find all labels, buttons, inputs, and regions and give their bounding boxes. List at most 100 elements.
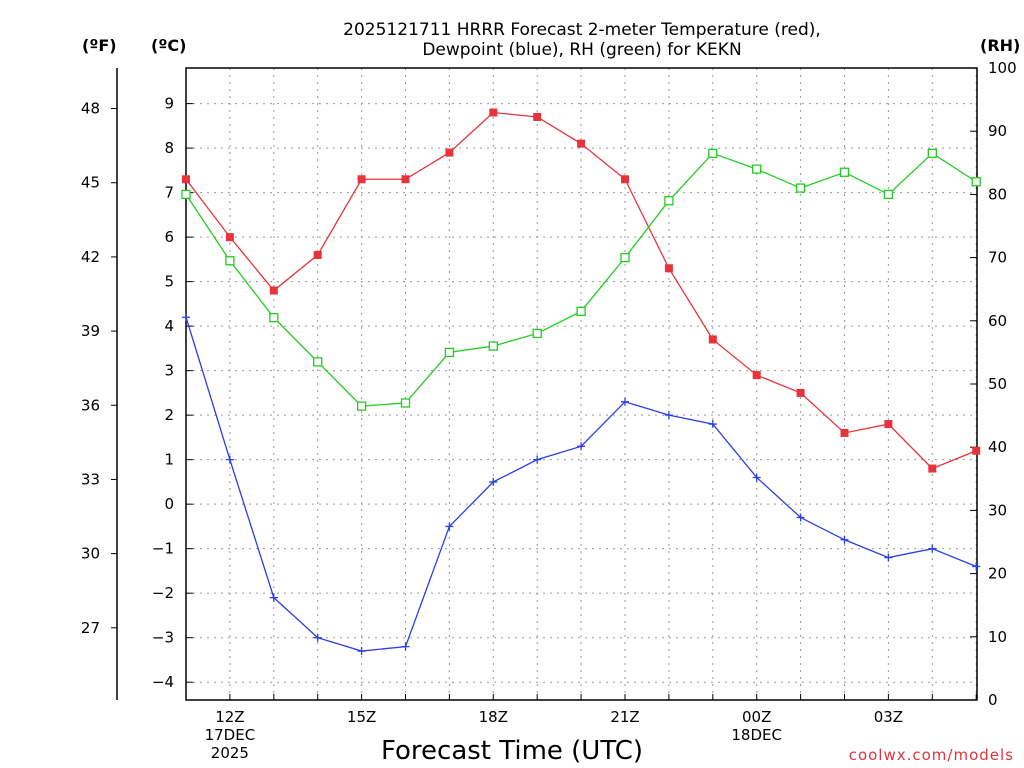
fahrenheit-tick-label: 39 — [81, 322, 100, 340]
rh-point — [356, 401, 367, 411]
fahrenheit-unit-label: (ºF) — [82, 36, 117, 55]
rh-point — [708, 148, 718, 158]
rh-point — [971, 177, 981, 187]
x-tick-label: 18Z — [479, 708, 508, 726]
fahrenheit-tick-label: 45 — [81, 174, 100, 192]
series-dewpoint — [182, 313, 981, 656]
celsius-tick-label: 0 — [164, 495, 174, 513]
temperature-point — [269, 286, 278, 295]
temperature-point — [972, 446, 981, 455]
rh-tick-label: 10 — [988, 628, 1007, 646]
temperature-point — [313, 250, 322, 259]
rh-tick-label: 0 — [988, 691, 998, 709]
fahrenheit-tick-label: 36 — [81, 396, 100, 414]
rh-point — [488, 341, 498, 351]
fahrenheit-tick-label: 27 — [81, 619, 100, 637]
fahrenheit-tick-label: 48 — [81, 100, 100, 118]
celsius-tick-label: 2 — [164, 406, 174, 424]
dewpoint-point — [313, 633, 322, 642]
data-series — [181, 108, 981, 656]
temperature-point — [489, 108, 498, 117]
x-tick-label: 21Z — [610, 708, 639, 726]
celsius-tick-label: 7 — [164, 184, 174, 202]
rh-unit-label: (RH) — [980, 36, 1020, 55]
celsius-unit-label: (ºC) — [151, 36, 186, 55]
dewpoint-point — [445, 522, 454, 531]
dewpoint-point — [752, 473, 761, 482]
rh-point — [532, 328, 542, 339]
rh-point — [269, 312, 279, 323]
x-tick-label: 2025 — [211, 744, 249, 762]
dewpoint-point — [884, 553, 893, 562]
chart-title-line1: 2025121711 HRRR Forecast 2-meter Tempera… — [343, 20, 821, 40]
celsius-tick-label: 6 — [164, 228, 174, 246]
temperature-point — [357, 175, 366, 184]
rh-point — [576, 306, 586, 316]
dewpoint-point — [182, 313, 190, 322]
rh-point — [225, 256, 235, 266]
temperature-point — [664, 264, 673, 273]
x-tick-label: 03Z — [874, 708, 903, 726]
dewpoint-point — [708, 420, 717, 429]
axes: −4−3−2−101234567892730333639424548010203… — [81, 59, 1017, 762]
x-tick-label: 12Z — [215, 708, 244, 726]
celsius-tick-label: 3 — [164, 362, 174, 380]
temperature-point — [225, 233, 234, 242]
temperature-point — [533, 112, 542, 121]
celsius-tick-label: −2 — [152, 584, 174, 602]
temperature-point — [182, 175, 190, 184]
dewpoint-point — [401, 642, 410, 651]
temperature-point — [401, 175, 410, 184]
rh-point — [620, 252, 630, 263]
x-tick-label: 17DEC — [205, 726, 256, 744]
temperature-point — [928, 464, 937, 473]
rh-point — [795, 183, 806, 193]
temperature-point — [577, 139, 586, 148]
temperature-line — [185, 111, 977, 470]
dewpoint-point — [621, 397, 629, 406]
rh-point — [313, 357, 323, 367]
temperature-point — [840, 428, 849, 437]
rh-tick-label: 30 — [988, 501, 1007, 519]
dewpoint-point — [577, 442, 586, 451]
rh-point — [839, 167, 850, 177]
celsius-tick-label: 5 — [164, 273, 174, 291]
celsius-tick-label: −4 — [152, 673, 174, 691]
fahrenheit-tick-label: 42 — [81, 248, 100, 266]
celsius-tick-label: 4 — [164, 317, 174, 335]
rh-tick-label: 80 — [988, 185, 1007, 203]
fahrenheit-tick-label: 30 — [81, 545, 100, 563]
x-axis-label: Forecast Time (UTC) — [381, 736, 643, 766]
rh-point — [444, 347, 455, 358]
celsius-tick-label: 8 — [164, 139, 174, 157]
rh-tick-label: 90 — [988, 122, 1007, 140]
temperature-point — [884, 420, 893, 429]
temperature-point — [445, 148, 454, 157]
dewpoint-point — [489, 477, 498, 486]
series-temperature — [182, 108, 981, 473]
celsius-tick-label: −1 — [152, 540, 174, 558]
rh-point — [752, 164, 762, 174]
rh-tick-label: 70 — [988, 249, 1007, 267]
rh-tick-label: 50 — [988, 375, 1007, 393]
rh-tick-label: 60 — [988, 312, 1007, 330]
temperature-point — [621, 175, 629, 184]
chart-title-line2: Dewpoint (blue), RH (green) for KEKN — [422, 40, 741, 60]
credit-text: coolwx.com/models — [849, 746, 1014, 764]
rh-tick-label: 100 — [988, 59, 1017, 77]
temperature-point — [752, 371, 761, 380]
dewpoint-point — [269, 593, 278, 602]
dewpoint-point — [840, 535, 849, 544]
dewpoint-point — [928, 544, 937, 553]
series-rh — [181, 148, 981, 411]
dewpoint-point — [225, 455, 234, 464]
rh-point — [927, 148, 937, 158]
rh-point — [400, 398, 411, 408]
x-tick-label: 18DEC — [731, 726, 782, 744]
dewpoint-point — [357, 647, 366, 656]
rh-tick-label: 20 — [988, 565, 1007, 583]
temperature-point — [796, 388, 805, 397]
temperature-point — [708, 335, 717, 344]
celsius-tick-label: 9 — [164, 95, 174, 113]
